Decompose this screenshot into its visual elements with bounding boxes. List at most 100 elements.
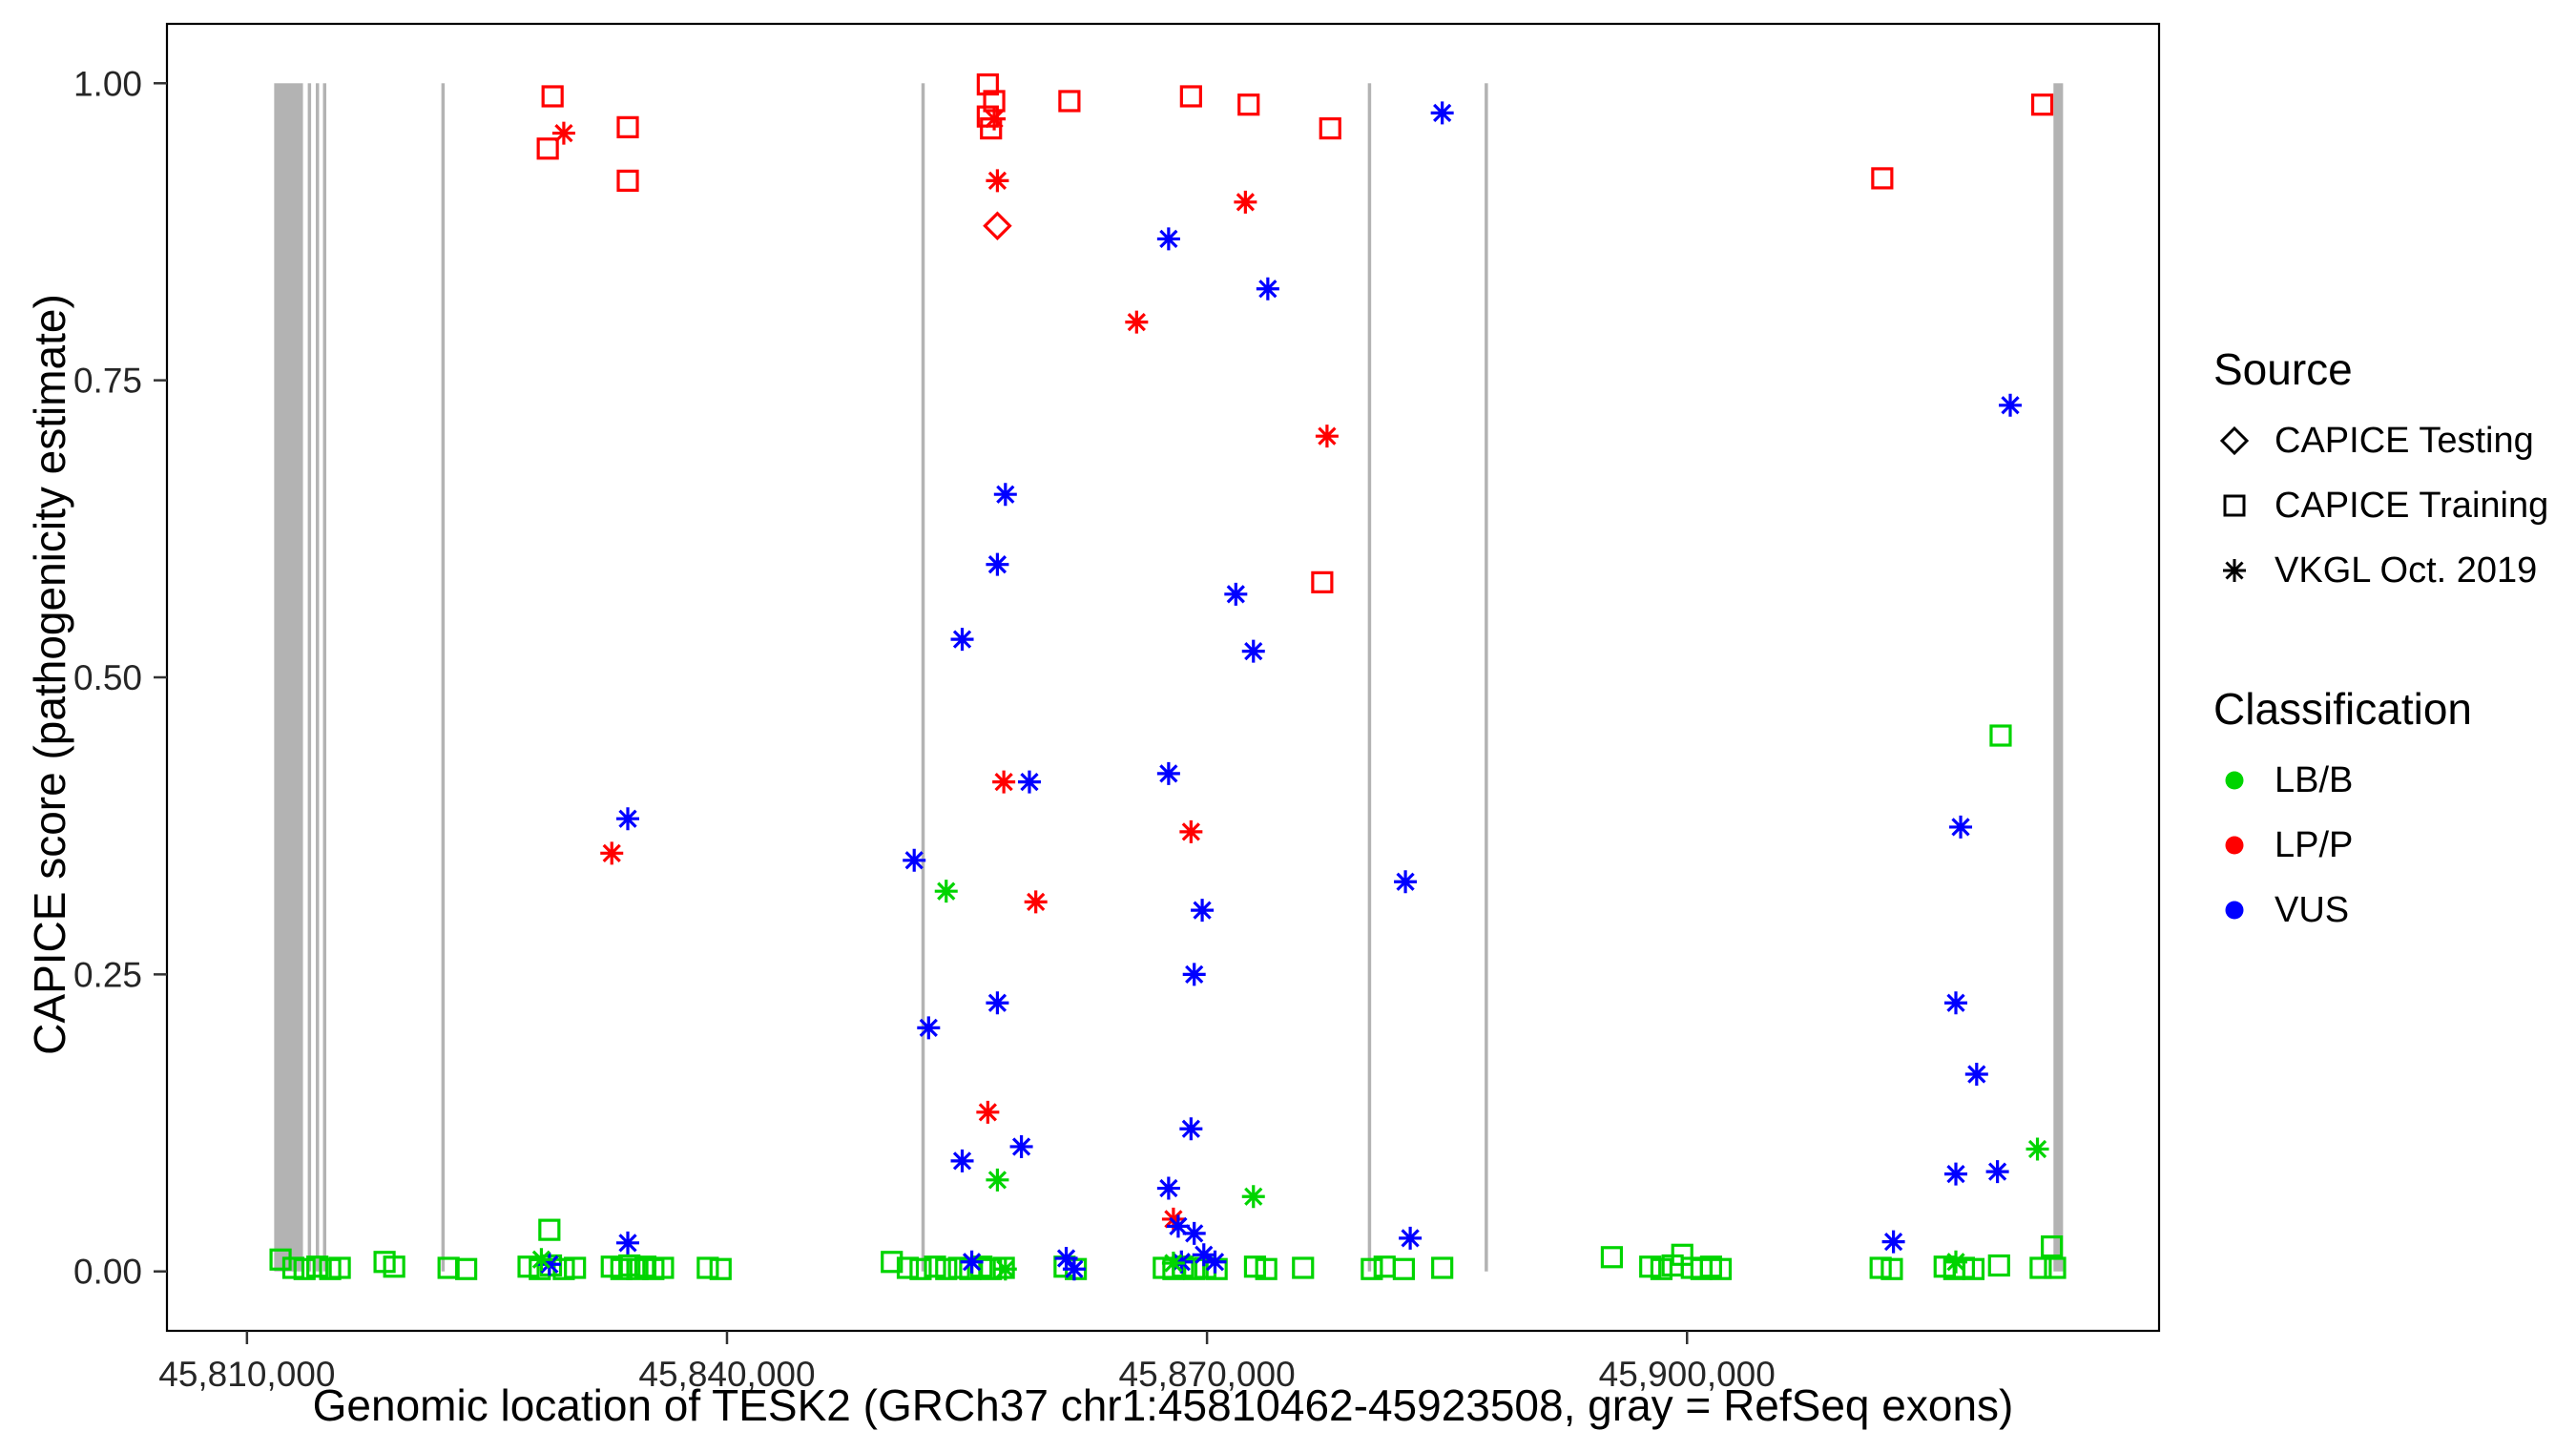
data-point-square [947,1256,970,1279]
data-point-asterisk [986,169,1009,193]
data-point-square [1311,570,1334,593]
data-point-square [1392,1257,1416,1280]
data-point-asterisk [1881,1230,1905,1254]
data-point-asterisk [1241,1185,1265,1209]
data-point-square [2223,494,2246,517]
data-point-asterisk [1166,1214,1190,1238]
data-point-square [1237,93,1260,116]
legend-key-circle [2225,901,2244,920]
legend-item-vkgl-oct-2019: VKGL Oct. 2019 [2213,550,2548,591]
refseq-exon-bar [441,83,446,1272]
panel-border [165,22,2161,1333]
data-point-asterisk [950,1149,974,1172]
legend-item-label: LB/B [2275,759,2354,800]
data-point-asterisk [1179,1117,1203,1141]
data-point-asterisk [1203,1250,1227,1274]
refseq-exon-bar [322,83,327,1272]
data-point-square [1243,1255,1267,1278]
data-point-square [2029,1256,2052,1279]
x-tick-label: 45,840,000 [638,1355,815,1394]
data-point-square [976,73,999,96]
data-point-asterisk [537,1253,561,1276]
data-point-asterisk [1062,1257,1086,1281]
data-point-square [383,1255,405,1278]
data-point-square [909,1257,932,1280]
legend-item-label: VKGL Oct. 2019 [2275,550,2538,591]
data-point-asterisk [903,848,926,872]
data-point-asterisk [1182,963,1206,986]
diamond-icon [2219,425,2250,456]
data-point-square [1989,724,2012,747]
x-tick-label: 45,900,000 [1599,1355,1776,1394]
data-point-asterisk [983,107,1007,131]
data-point-square [536,137,559,160]
data-point-square [626,1257,649,1280]
legend-item-label: CAPICE Testing [2275,420,2534,461]
data-point-square [541,85,564,108]
circle-icon [2225,771,2244,790]
data-point-square [293,1257,316,1280]
data-point-square [1183,1257,1206,1280]
data-point-square [709,1257,732,1280]
refseq-exon-bar [274,83,303,1272]
data-point-square [1058,90,1081,113]
data-point-asterisk [1192,1243,1215,1267]
data-point-square [618,1254,641,1277]
data-point-asterisk [1315,425,1339,448]
data-point-asterisk [1394,870,1418,894]
refseq-exon-bar [1367,83,1372,1272]
data-point-asterisk [1234,190,1257,214]
data-point-square [1871,167,1894,190]
data-point-asterisk [1999,393,2023,417]
data-point-asterisk [1224,582,1248,606]
data-point-asterisk [2025,1137,2049,1161]
data-point-asterisk [950,628,974,652]
legend-classification-items: LB/B LP/P VUS [2213,759,2548,931]
asterisk-icon [2223,559,2246,582]
data-point-square [1600,1246,1624,1269]
data-point-square [2030,93,2054,116]
data-point-square [517,1255,540,1278]
data-point-asterisk [1430,101,1454,125]
legend-item-capice-training: CAPICE Training [2213,485,2548,527]
data-point-square [1179,85,1202,108]
data-point-square [616,115,639,138]
data-point-asterisk [1009,1134,1033,1158]
y-tick-label: 0.75 [73,362,142,401]
refseq-exon-bar [1485,83,1488,1272]
data-point-asterisk [2223,559,2246,582]
data-point-asterisk [1399,1226,1423,1250]
data-point-square [1361,1257,1383,1280]
data-point-asterisk [616,1231,640,1255]
circle-icon [2225,836,2244,855]
data-point-square [2041,1234,2064,1258]
legend-source-items: CAPICE Testing CAPICE Training VKGL Oct. 2… [2213,420,2548,591]
data-point-asterisk [1944,991,1968,1015]
y-tick-label: 1.00 [73,64,142,103]
data-point-asterisk [960,1250,984,1274]
data-point-square [652,1256,675,1279]
data-point-asterisk [530,1248,553,1272]
data-point-diamond [2219,425,2250,456]
legend-item-label: VUS [2275,889,2350,930]
legend-item-label: CAPICE Training [2275,485,2549,526]
data-point-square [306,1255,329,1278]
legend: Source CAPICE Testing CAPICE Training VKGL… [2213,343,2548,954]
legend-source-title: Source [2213,344,2353,394]
data-point-asterisk [1985,1160,2009,1184]
legend-key-circle [2225,836,2244,855]
data-point-square [2044,1256,2067,1279]
data-point-square [455,1257,478,1280]
legend-item-vus: VUS [2213,889,2548,931]
data-point-square [1709,1257,1733,1280]
square-icon [2223,494,2246,517]
data-point-square [538,1218,561,1241]
data-point-asterisk [1182,1221,1206,1245]
refseq-exon-bar [2053,83,2064,1272]
data-point-square [924,1255,946,1278]
data-point-square [281,1256,305,1279]
data-point-diamond [983,211,1012,240]
data-point-square [616,169,639,192]
data-point-asterisk [1156,1176,1180,1200]
data-point-asterisk [1179,819,1203,843]
